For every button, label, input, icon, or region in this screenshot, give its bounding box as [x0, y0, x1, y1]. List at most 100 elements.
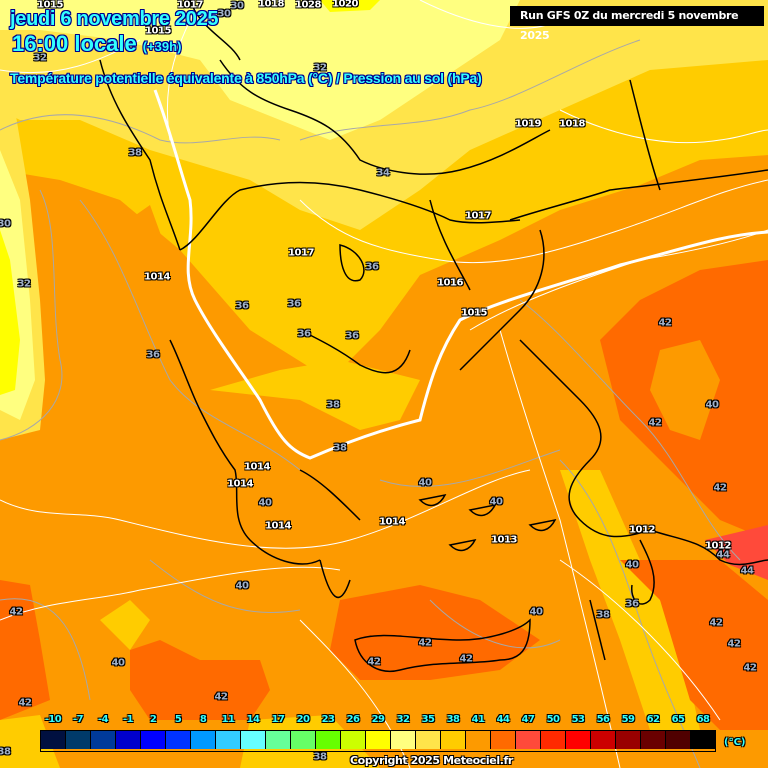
- temperature-label: 40: [529, 606, 543, 618]
- legend-tick: 5: [174, 714, 182, 725]
- temperature-label: 32: [17, 278, 31, 290]
- legend-tick: 68: [696, 714, 710, 725]
- legend-tick: 47: [521, 714, 535, 725]
- color-scale-legend: [40, 730, 716, 752]
- legend-tick: 14: [246, 714, 260, 725]
- legend-tick: 26: [346, 714, 360, 725]
- legend-tick: 11: [221, 714, 235, 725]
- temperature-label: 42: [418, 637, 432, 649]
- temperature-label: 40: [489, 496, 503, 508]
- parameter-title: Température potentielle équivalente à 85…: [10, 70, 482, 86]
- temperature-label: 42: [367, 656, 381, 668]
- legend-swatch: [341, 731, 366, 749]
- pressure-label: 1014: [227, 478, 253, 490]
- legend-tick: 59: [621, 714, 635, 725]
- temperature-label: 36: [297, 328, 311, 340]
- legend-tick: 65: [671, 714, 685, 725]
- copyright-text: Copyright 2025 Meteociel.fr: [350, 754, 513, 767]
- legend-swatch: [591, 731, 616, 749]
- legend-tick: 8: [199, 714, 207, 725]
- temperature-label: 38: [326, 399, 340, 411]
- temperature-label: 30: [230, 0, 244, 12]
- temperature-label: 40: [235, 580, 249, 592]
- legend-swatch: [116, 731, 141, 749]
- pressure-label: 1013: [491, 534, 517, 546]
- legend-tick: 44: [496, 714, 510, 725]
- pressure-label: 1019: [515, 118, 541, 130]
- legend-swatch: [191, 731, 216, 749]
- legend-tick: -1: [123, 714, 134, 725]
- legend-tick: -4: [98, 714, 109, 725]
- temperature-label: 44: [716, 549, 730, 561]
- forecast-date: jeudi 6 novembre 2025: [10, 8, 219, 30]
- legend-swatch: [316, 731, 341, 749]
- legend-swatch: [291, 731, 316, 749]
- temperature-label: 36: [235, 300, 249, 312]
- pressure-label: 1020: [332, 0, 358, 10]
- legend-swatch: [691, 731, 715, 749]
- temperature-label: 36: [625, 598, 639, 610]
- pressure-label: 1018: [258, 0, 284, 10]
- legend-tick: -7: [73, 714, 84, 725]
- temperature-label: 42: [9, 606, 23, 618]
- legend-swatch: [366, 731, 391, 749]
- legend-swatch: [266, 731, 291, 749]
- legend-tick: 17: [271, 714, 285, 725]
- temperature-label: 36: [146, 349, 160, 361]
- run-info-badge: Run GFS 0Z du mercredi 5 novembre 2025: [510, 6, 764, 42]
- legend-swatch: [41, 731, 66, 749]
- legend-swatch: [141, 731, 166, 749]
- legend-swatch: [241, 731, 266, 749]
- legend-tick: 62: [646, 714, 660, 725]
- pressure-label: 1017: [465, 210, 491, 222]
- temperature-label: 40: [111, 657, 125, 669]
- pressure-label: 1017: [177, 0, 203, 11]
- pressure-label: 1014: [244, 461, 270, 473]
- temperature-label: 42: [459, 653, 473, 665]
- temperature-label: 40: [625, 559, 639, 571]
- legend-swatch: [216, 731, 241, 749]
- pressure-label: 1014: [144, 271, 170, 283]
- legend-swatch: [641, 731, 666, 749]
- temperature-label: 40: [418, 477, 432, 489]
- temperature-label: 32: [313, 62, 327, 74]
- legend-swatch: [441, 731, 466, 749]
- pressure-label: 1015: [461, 307, 487, 319]
- legend-swatch: [566, 731, 591, 749]
- temperature-label: 38: [596, 609, 610, 621]
- legend-tick: -10: [44, 714, 62, 725]
- legend-swatch: [416, 731, 441, 749]
- legend-swatch: [666, 731, 691, 749]
- temperature-label: 40: [258, 497, 272, 509]
- legend-swatch: [166, 731, 191, 749]
- pressure-label: 1015: [37, 0, 63, 11]
- temperature-label: 36: [287, 298, 301, 310]
- legend-tick: 53: [571, 714, 585, 725]
- temperature-label: 38: [313, 751, 327, 763]
- pressure-label: 1012: [705, 540, 731, 552]
- legend-swatch: [66, 731, 91, 749]
- pressure-label: 1014: [379, 516, 405, 528]
- legend-swatch: [516, 731, 541, 749]
- pressure-label: 1017: [288, 247, 314, 259]
- legend-swatch: [391, 731, 416, 749]
- legend-tick: 35: [421, 714, 435, 725]
- temperature-label: 38: [128, 147, 142, 159]
- legend-tick: 38: [446, 714, 460, 725]
- forecast-lead-time: (+39h): [142, 39, 182, 54]
- temperature-label: 44: [740, 565, 754, 577]
- legend-tick: 50: [546, 714, 560, 725]
- temperature-label: 42: [743, 662, 757, 674]
- pressure-label: 1014: [265, 520, 291, 532]
- legend-swatch: [466, 731, 491, 749]
- forecast-time: 16:00 locale (+39h): [12, 31, 181, 57]
- pressure-label: 1028: [295, 0, 321, 11]
- pressure-label: 1016: [437, 277, 463, 289]
- legend-swatch: [491, 731, 516, 749]
- temperature-label: 36: [365, 261, 379, 273]
- pressure-label: 1018: [559, 118, 585, 130]
- legend-tick: 56: [596, 714, 610, 725]
- legend-tick: 32: [396, 714, 410, 725]
- temperature-label: 30: [0, 218, 11, 230]
